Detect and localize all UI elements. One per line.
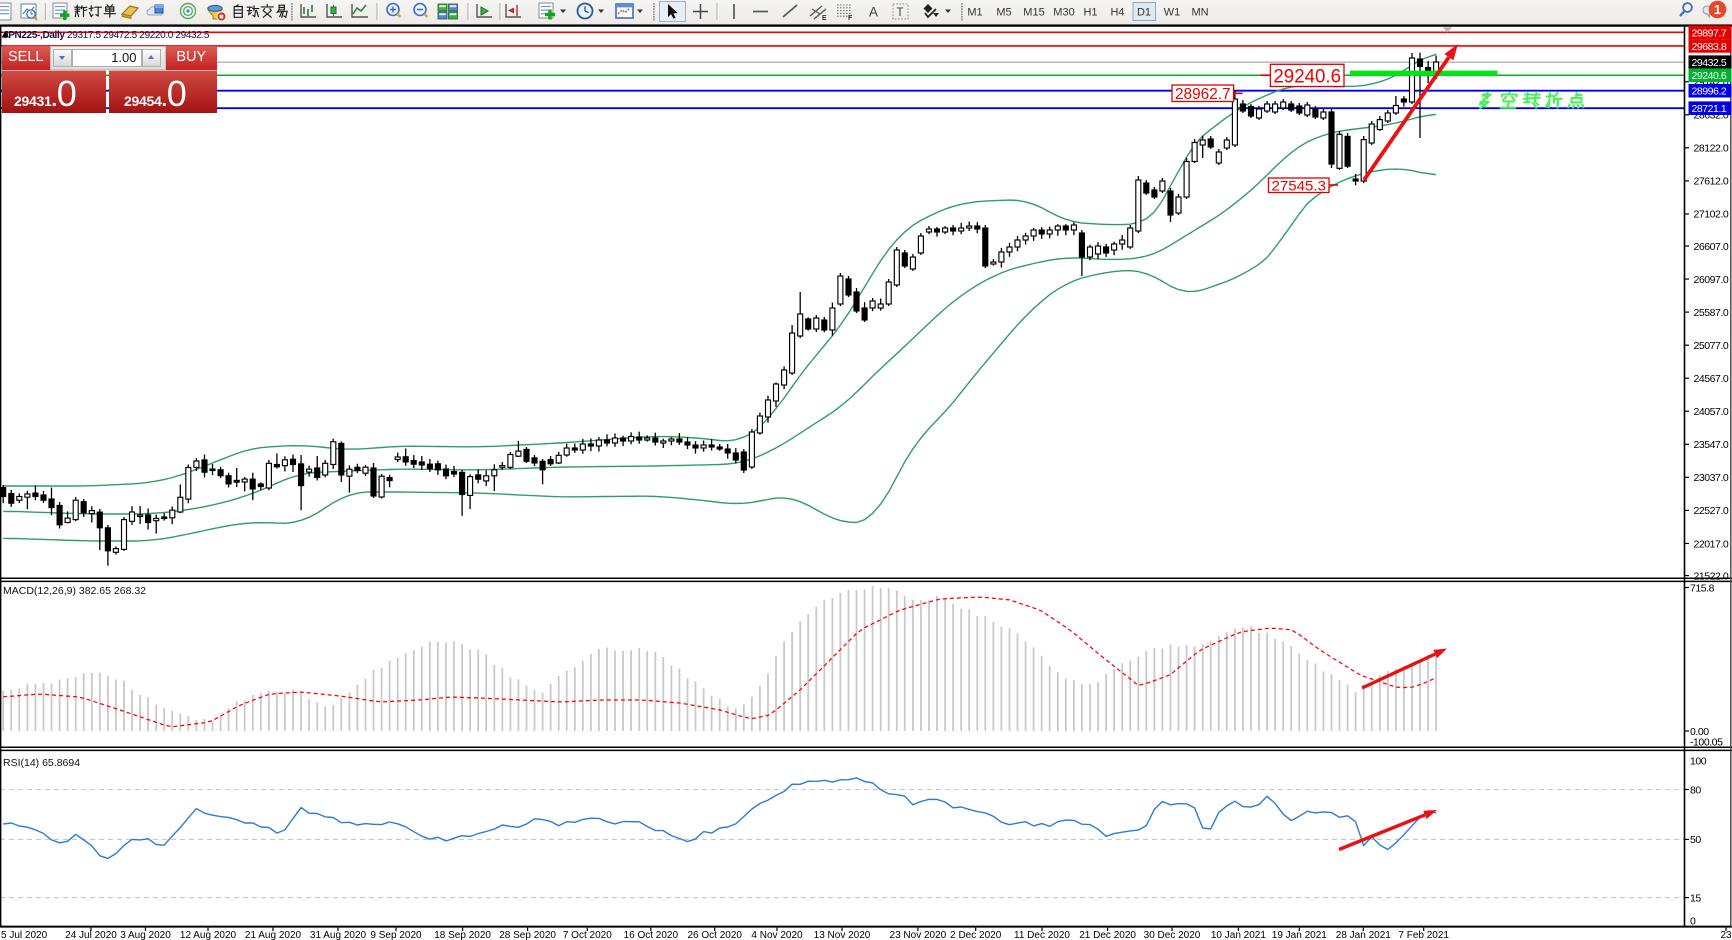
svg-text:24057.0: 24057.0 xyxy=(1694,406,1729,418)
svg-text:-100.05: -100.05 xyxy=(1690,736,1723,748)
svg-text:5 Jul 2020: 5 Jul 2020 xyxy=(1,930,48,940)
svg-text:21 Dec 2020: 21 Dec 2020 xyxy=(1079,930,1136,940)
svg-text:A: A xyxy=(869,5,878,20)
svg-text:29240.6: 29240.6 xyxy=(1692,70,1727,82)
svg-text:29897.7: 29897.7 xyxy=(1692,27,1727,39)
svg-text:26607.0: 26607.0 xyxy=(1694,241,1729,253)
svg-text:4 Nov 2020: 4 Nov 2020 xyxy=(751,930,803,940)
svg-text:715.8: 715.8 xyxy=(1690,582,1715,594)
svg-text:27612.0: 27612.0 xyxy=(1694,176,1729,188)
svg-text:28 Sep 2020: 28 Sep 2020 xyxy=(499,930,556,940)
svg-text:3 Aug 2020: 3 Aug 2020 xyxy=(120,930,171,940)
svg-text:24 Jul 2020: 24 Jul 2020 xyxy=(65,930,117,940)
svg-text:16 Oct 2020: 16 Oct 2020 xyxy=(624,930,679,940)
svg-text:7 Oct 2020: 7 Oct 2020 xyxy=(563,930,612,940)
svg-text:28996.2: 28996.2 xyxy=(1692,86,1727,98)
svg-text:0.00: 0.00 xyxy=(1690,726,1709,738)
svg-text:2 Dec 2020: 2 Dec 2020 xyxy=(950,930,1002,940)
svg-text:23 Nov 2020: 23 Nov 2020 xyxy=(890,930,947,940)
svg-text:25587.0: 25587.0 xyxy=(1694,307,1729,319)
svg-text:MN: MN xyxy=(1191,7,1208,19)
svg-text:21 Aug 2020: 21 Aug 2020 xyxy=(245,930,302,940)
svg-text:10 Jan 2021: 10 Jan 2021 xyxy=(1211,930,1266,940)
svg-text:E: E xyxy=(822,15,827,22)
svg-text:24567.0: 24567.0 xyxy=(1694,373,1729,385)
svg-text:29683.8: 29683.8 xyxy=(1692,41,1727,53)
svg-text:19 Jan 2021: 19 Jan 2021 xyxy=(1272,930,1327,940)
svg-text:M15: M15 xyxy=(1023,7,1044,19)
svg-text:H4: H4 xyxy=(1110,7,1124,19)
svg-text:28962.7: 28962.7 xyxy=(1175,86,1231,103)
svg-text:25077.0: 25077.0 xyxy=(1694,340,1729,352)
svg-text:H1: H1 xyxy=(1083,7,1097,19)
svg-text:29240.6: 29240.6 xyxy=(1273,65,1341,87)
svg-text:T: T xyxy=(897,7,904,19)
svg-text:7 Feb 2021: 7 Feb 2021 xyxy=(1398,930,1449,940)
svg-text:M1: M1 xyxy=(967,7,982,19)
svg-text:18 Sep 2020: 18 Sep 2020 xyxy=(434,930,491,940)
svg-text:0: 0 xyxy=(1690,915,1696,927)
svg-text:13 Nov 2020: 13 Nov 2020 xyxy=(814,930,871,940)
svg-text:28721.1: 28721.1 xyxy=(1692,103,1727,115)
svg-text:F: F xyxy=(848,15,853,22)
svg-text:30 Dec 2020: 30 Dec 2020 xyxy=(1144,930,1201,940)
svg-text:26097.0: 26097.0 xyxy=(1694,274,1729,286)
svg-text:JPN225-,Daily 29317.5 29472.5: JPN225-,Daily 29317.5 29472.5 29220.0 29… xyxy=(3,30,210,41)
svg-text:W1: W1 xyxy=(1164,7,1181,19)
svg-text:29432.5: 29432.5 xyxy=(1692,57,1727,69)
svg-text:31 Aug 2020: 31 Aug 2020 xyxy=(310,930,367,940)
svg-text:21522.0: 21522.0 xyxy=(1694,570,1729,582)
svg-text:M5: M5 xyxy=(996,7,1011,19)
svg-text:MACD(12,26,9) 382.65 268.32: MACD(12,26,9) 382.65 268.32 xyxy=(3,585,146,597)
svg-text:22017.0: 22017.0 xyxy=(1694,538,1729,550)
svg-text:26 Oct 2020: 26 Oct 2020 xyxy=(687,930,742,940)
svg-text:15: 15 xyxy=(1690,892,1701,904)
svg-text:12 Aug 2020: 12 Aug 2020 xyxy=(180,930,237,940)
svg-text:11 Dec 2020: 11 Dec 2020 xyxy=(1014,930,1070,940)
svg-text:28 Jan 2021: 28 Jan 2021 xyxy=(1336,930,1391,940)
svg-text:RSI(14) 65.8694: RSI(14) 65.8694 xyxy=(3,757,80,769)
svg-text:28122.0: 28122.0 xyxy=(1694,143,1729,155)
svg-text:23037.0: 23037.0 xyxy=(1694,472,1729,484)
svg-text:M30: M30 xyxy=(1053,7,1074,19)
svg-text:1: 1 xyxy=(1714,2,1721,17)
svg-text:9 Sep 2020: 9 Sep 2020 xyxy=(370,930,422,940)
svg-text:27545.3: 27545.3 xyxy=(1272,177,1327,193)
svg-text:50: 50 xyxy=(1690,834,1701,846)
svg-text:23547.0: 23547.0 xyxy=(1694,439,1729,451)
svg-text:27102.0: 27102.0 xyxy=(1694,209,1729,221)
svg-text:23: 23 xyxy=(1720,930,1732,940)
svg-text:22527.0: 22527.0 xyxy=(1694,505,1729,517)
svg-text:100: 100 xyxy=(1690,756,1707,768)
svg-text:80: 80 xyxy=(1690,784,1701,796)
svg-text:D1: D1 xyxy=(1137,7,1151,19)
